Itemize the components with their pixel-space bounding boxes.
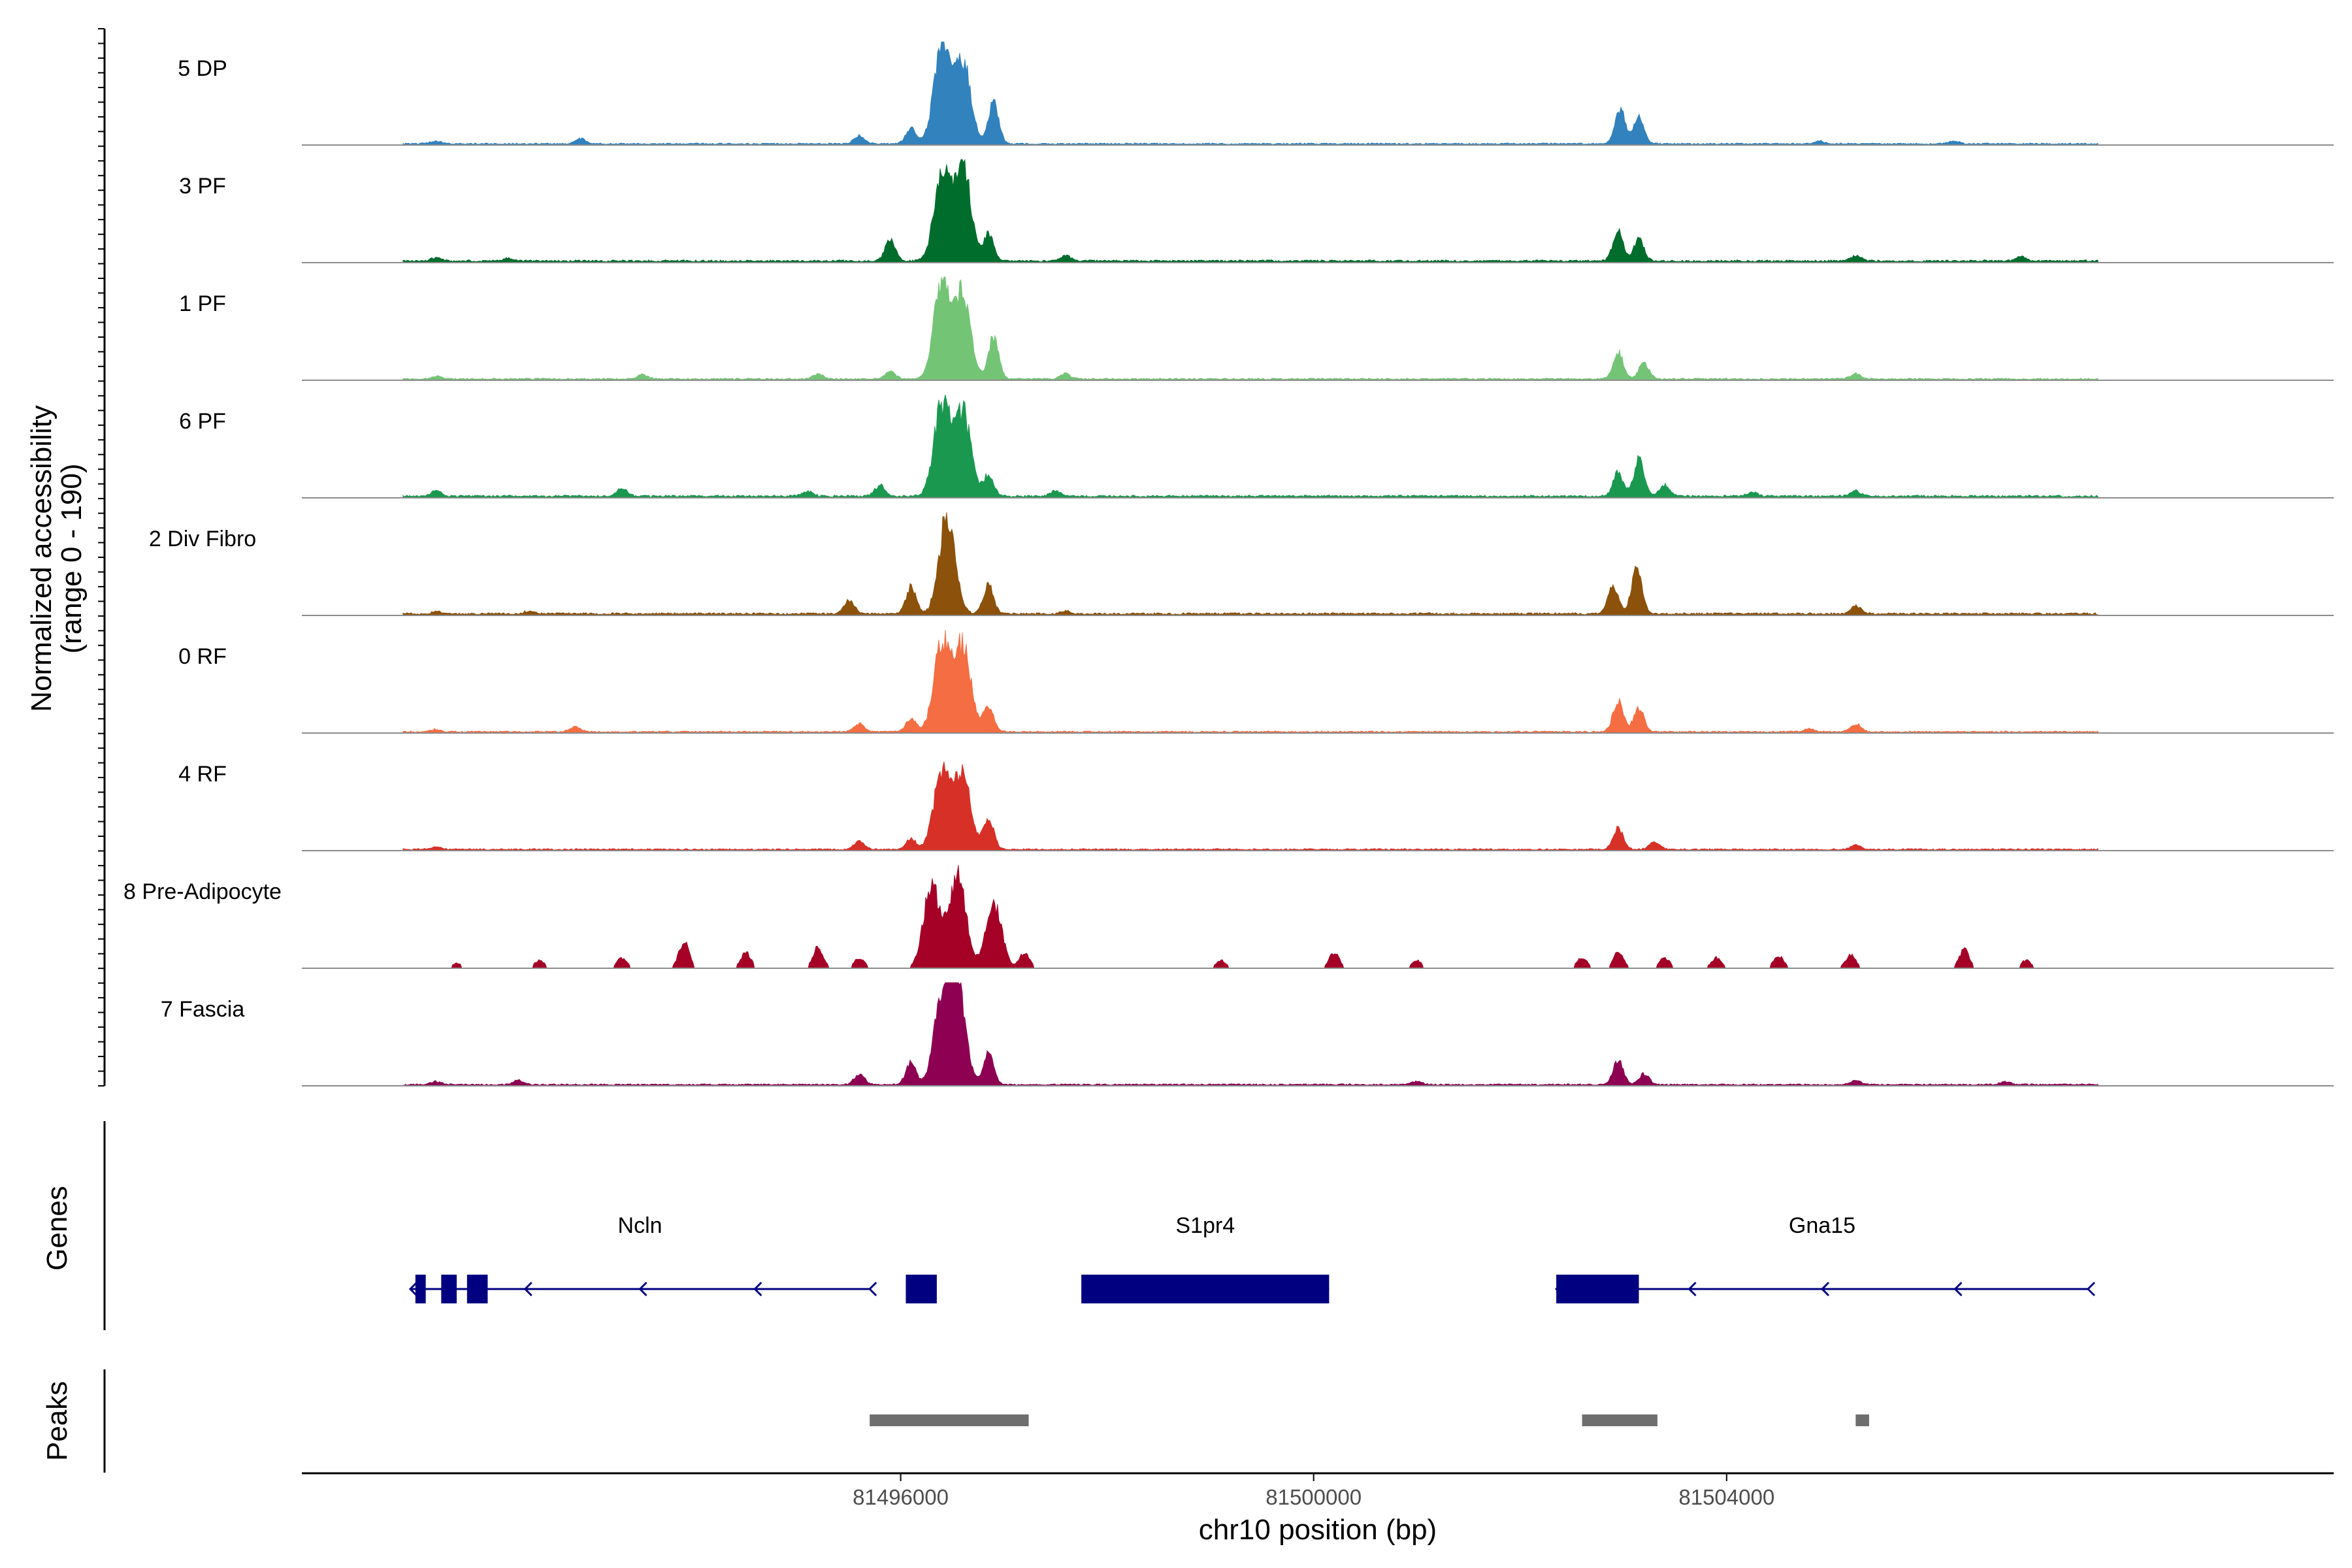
gene-ncln: Ncln <box>408 1213 937 1303</box>
track-0-rf: 0 RF <box>178 629 2334 734</box>
y-axis-title-line2: (range 0 - 190) <box>56 463 88 653</box>
track-7-fascia: 7 Fascia <box>161 981 2334 1086</box>
gene-exon <box>1081 1275 1330 1303</box>
track-6-pf: 6 PF <box>179 394 2334 498</box>
x-axis: 81496000 81500000 81504000 <box>302 1472 2334 1509</box>
strand-arrow <box>638 1281 647 1297</box>
y-axis-title: Normalized accessibility (range 0 - 190) <box>25 405 88 711</box>
peak-region <box>1582 1414 1658 1426</box>
x-tick-label: 81500000 <box>1266 1485 1362 1509</box>
x-tick-label: 81504000 <box>1678 1485 1774 1509</box>
strand-arrow <box>408 1281 417 1297</box>
peaks-track-label: Peaks <box>41 1381 73 1461</box>
gene-label: S1pr4 <box>1175 1213 1235 1238</box>
track-label: 0 RF <box>178 644 227 669</box>
coverage-area <box>402 41 2099 146</box>
x-axis-title: chr10 position (bp) <box>1199 1514 1437 1546</box>
coverage-area <box>402 629 2099 734</box>
coverage-area <box>402 761 2099 851</box>
strand-arrow <box>523 1281 532 1297</box>
track-1-pf: 1 PF <box>179 276 2334 381</box>
strand-arrow <box>1688 1281 1697 1297</box>
y-axis-title-line1: Normalized accessibility <box>25 405 57 711</box>
peak-track <box>103 1369 1869 1473</box>
gene-exon <box>415 1275 426 1303</box>
coverage-area <box>402 512 2099 616</box>
gene-exon <box>1556 1275 1639 1303</box>
y-axis <box>98 28 106 1086</box>
strand-arrow <box>868 1281 877 1297</box>
gene-annotation-track: Ncln S1pr4 Gna15 <box>103 1121 2095 1330</box>
track-label: 5 DP <box>178 56 227 81</box>
track-3-pf: 3 PF <box>179 159 2334 263</box>
track-5-dp: 5 DP <box>178 41 2334 146</box>
gene-exon <box>441 1275 457 1303</box>
track-4-rf: 4 RF <box>178 761 2334 851</box>
peak-region <box>1855 1414 1869 1426</box>
gene-s1pr4: S1pr4 <box>1081 1213 1330 1303</box>
gene-exon <box>466 1275 488 1303</box>
gene-gna15: Gna15 <box>1554 1213 2095 1303</box>
coverage-area <box>402 394 2099 498</box>
strand-arrow <box>2086 1281 2095 1297</box>
track-label: 3 PF <box>179 174 226 199</box>
gene-label: Gna15 <box>1789 1213 1855 1238</box>
peak-region <box>870 1414 1029 1426</box>
coverage-area <box>402 981 2099 1086</box>
track-label: 1 PF <box>179 291 226 316</box>
strand-arrow <box>753 1281 762 1297</box>
genes-track-label: Genes <box>41 1186 73 1271</box>
strand-arrow <box>1554 1281 1564 1297</box>
coverage-tracks: 5 DP 3 PF 1 PF 6 PF 2 Div Fibro 0 RF 4 RF 8 Pre… <box>123 41 2334 1086</box>
strand-arrow <box>1820 1281 1830 1297</box>
track-8-pre-adipocyte: 8 Pre-Adipocyte <box>123 864 2334 969</box>
track-label: 2 Div Fibro <box>149 527 256 551</box>
track-2-div-fibro: 2 Div Fibro <box>149 512 2334 616</box>
strand-arrow <box>1953 1281 1963 1297</box>
track-label: 8 Pre-Adipocyte <box>123 879 282 904</box>
gene-label: Ncln <box>618 1213 662 1238</box>
track-label: 7 Fascia <box>161 997 245 1022</box>
x-tick-label: 81496000 <box>853 1485 949 1509</box>
coverage-area <box>402 276 2099 381</box>
track-label: 6 PF <box>179 409 226 434</box>
coverage-area <box>402 159 2099 263</box>
track-label: 4 RF <box>178 762 227 787</box>
gene-exon <box>906 1275 937 1303</box>
